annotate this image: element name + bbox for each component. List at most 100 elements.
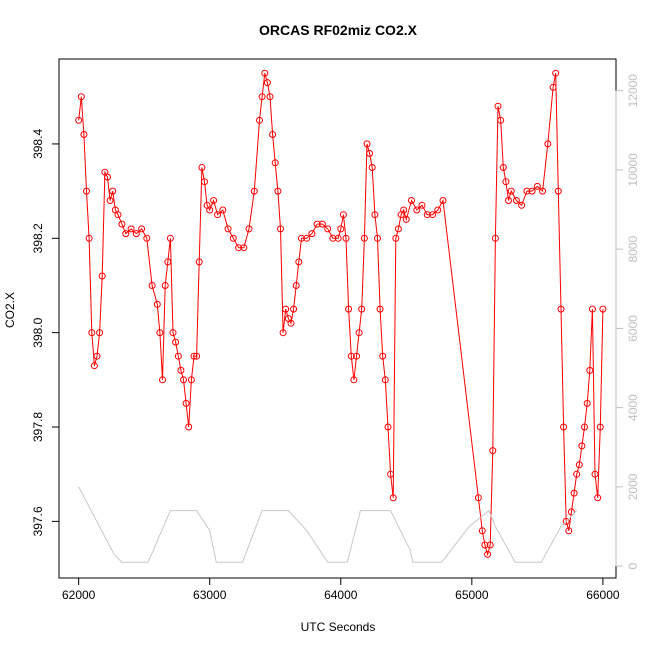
co2-point (581, 423, 588, 431)
co2-point (143, 234, 151, 242)
co2-point (250, 187, 258, 195)
co2-point (573, 470, 581, 478)
co2-point (172, 338, 180, 346)
co2-point (290, 305, 298, 313)
co2-point (224, 225, 232, 233)
co2-point (389, 494, 397, 502)
co2-point (392, 234, 400, 242)
co2-point (298, 234, 305, 242)
co2-point (106, 197, 114, 204)
co2-point (277, 225, 284, 233)
co2-point (118, 220, 126, 228)
co2-line (78, 73, 604, 557)
co2-point (596, 423, 604, 431)
co2-point (266, 93, 274, 101)
co2-point (562, 517, 570, 525)
co2-point (287, 319, 295, 327)
co2-point (303, 234, 311, 242)
co2-point (169, 329, 177, 337)
co2-point (187, 376, 195, 384)
x-tick-label: 66000 (586, 588, 620, 602)
co2-point (235, 244, 243, 252)
co2-point (379, 352, 387, 360)
co2-point (104, 173, 111, 181)
co2-point (478, 527, 486, 535)
co2-point (528, 187, 536, 195)
chart-title: ORCAS RF02miz CO2.X (259, 22, 418, 38)
co2-point (318, 220, 326, 228)
series-layer (75, 69, 607, 563)
co2-point (240, 244, 248, 252)
co2-point (423, 211, 431, 219)
co2-point (295, 258, 303, 266)
co2-point (153, 300, 161, 308)
y2-tick-label: 2000 (626, 473, 640, 500)
co2-point (539, 187, 547, 195)
co2-point (570, 489, 578, 497)
co2-point (185, 423, 193, 431)
co2-point (269, 131, 277, 138)
co2-point (156, 329, 164, 337)
co2-point (337, 225, 345, 233)
co2-point (384, 423, 392, 431)
co2-point (360, 234, 368, 242)
co2-point (96, 329, 104, 337)
co2-point (575, 461, 583, 469)
co2-point (148, 282, 156, 289)
co2-point (347, 352, 355, 360)
axes-layer: 62000 63000 64000 65000 66000 397.6 397.8 398.0… (31, 74, 640, 602)
co2-point (402, 215, 410, 223)
co2-point (376, 305, 384, 313)
co2-point (182, 399, 190, 407)
co2-point (374, 234, 381, 242)
co2-point (366, 149, 374, 157)
co2-point (193, 352, 201, 360)
co2-point (481, 541, 489, 549)
co2-point (190, 352, 198, 360)
co2-point (279, 329, 287, 337)
co2-point (381, 376, 389, 384)
co2-point (491, 234, 499, 242)
co2-point (339, 211, 347, 219)
co2-point (83, 187, 90, 195)
co2-point (518, 201, 526, 209)
co2-point (371, 211, 379, 219)
co2-point (413, 206, 421, 214)
co2-point (109, 187, 117, 195)
x-tick-label: 63000 (193, 588, 227, 602)
co2-point (229, 234, 237, 242)
co2-point (439, 197, 447, 204)
co2-point (588, 305, 596, 313)
y2-tick-label: 0 (626, 562, 640, 569)
co2-point (80, 131, 88, 138)
co2-point (560, 423, 568, 431)
co2-point (350, 376, 358, 384)
co2-point (544, 140, 552, 148)
co2-point (552, 69, 560, 77)
co2-point (512, 197, 520, 204)
co2-point (164, 258, 172, 266)
co2-point (256, 116, 263, 124)
co2-point (400, 206, 408, 214)
co2-point (93, 352, 101, 360)
co2-point (387, 470, 395, 478)
y-tick-label: 398.4 (31, 129, 45, 159)
co2-point (434, 206, 442, 214)
co2-point (368, 164, 376, 171)
y-tick-label: 397.6 (31, 506, 45, 536)
co2-point (271, 159, 279, 167)
co2-point (201, 178, 208, 186)
x-tick-label: 64000 (324, 588, 358, 602)
co2-point (258, 93, 266, 101)
co2-point (261, 69, 269, 77)
co2-point (507, 187, 515, 195)
altitude-line (78, 486, 578, 563)
co2-point (594, 494, 602, 502)
co2-point (245, 225, 253, 233)
co2-point (334, 234, 342, 242)
co2-point (127, 225, 135, 233)
co2-point (159, 376, 166, 384)
co2-point (358, 305, 366, 313)
